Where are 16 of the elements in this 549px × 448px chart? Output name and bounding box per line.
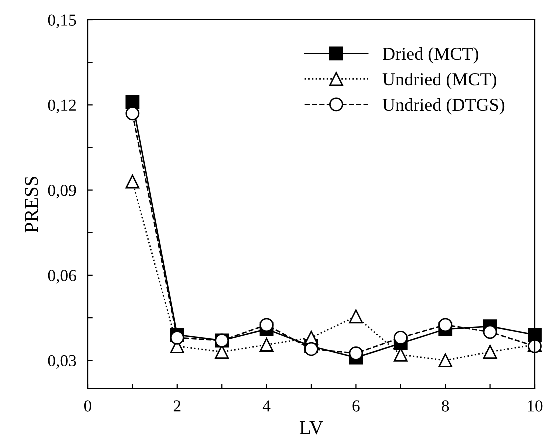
- y-tick-label: 0,09: [48, 185, 76, 199]
- x-tick-label: 8: [442, 400, 450, 412]
- y-tick-label: 0,15: [48, 14, 76, 28]
- legend-label: Undried (MCT): [382, 72, 497, 90]
- x-tick-label: 6: [352, 400, 360, 412]
- legend-label: Undried (DTGS): [382, 98, 505, 115]
- x-tick-label: 0: [84, 400, 92, 412]
- x-tick-label: 2: [174, 400, 181, 412]
- x-axis-title: LV: [300, 422, 324, 435]
- y-tick-label: 0,06: [48, 270, 76, 284]
- x-tick-label: 4: [262, 400, 271, 412]
- y-tick-label: 0,03: [48, 355, 76, 369]
- y-axis-title: PRESS: [25, 177, 38, 233]
- x-tick-label: 10: [528, 400, 543, 412]
- y-tick-label: 0,12: [48, 100, 76, 114]
- legend-label: Dried (MCT): [383, 47, 478, 64]
